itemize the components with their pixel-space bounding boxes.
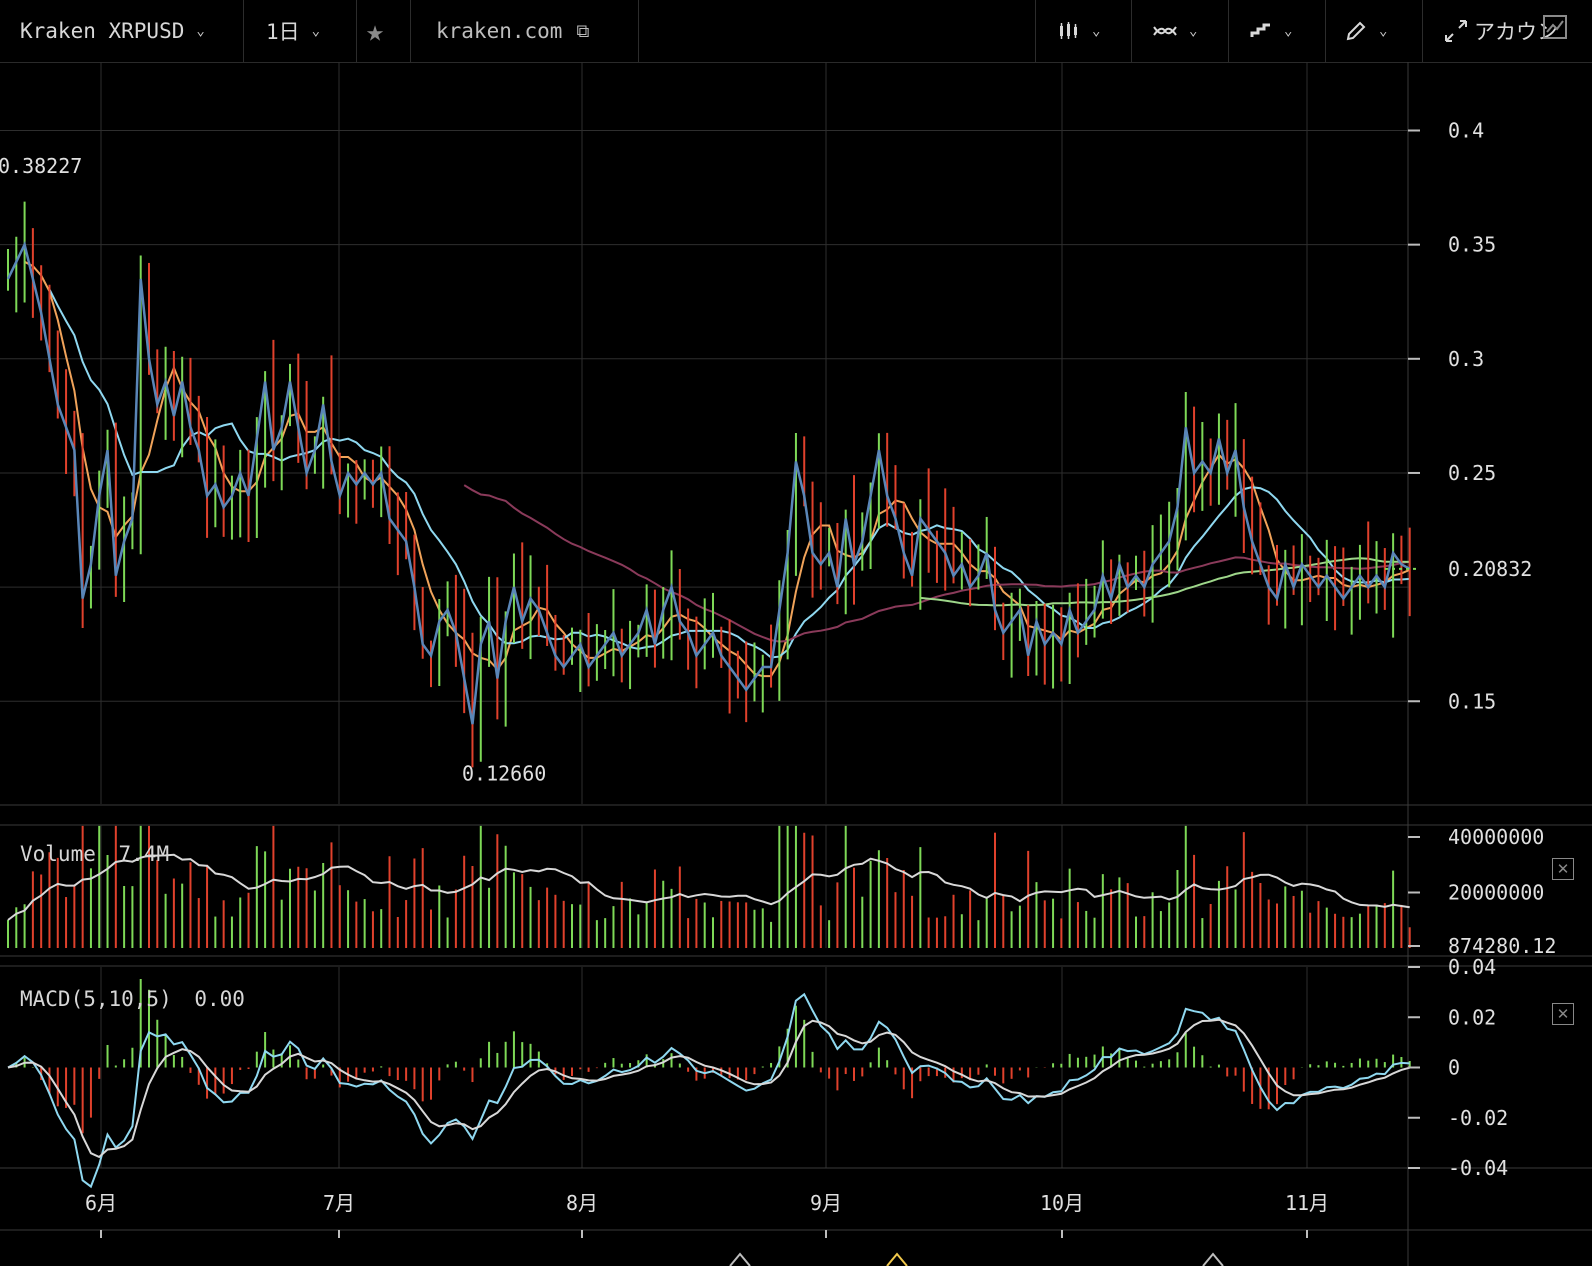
price-tick-label: 0.3	[1448, 347, 1484, 371]
toolbar-divider	[356, 0, 357, 62]
macd-line	[7, 992, 1410, 1189]
source-link[interactable]: kraken.com ⧉	[436, 0, 626, 62]
close-price-line	[6, 240, 1411, 725]
chevron-down-icon: ⌄	[1379, 23, 1388, 39]
macd-title: MACD(5,10,5)	[20, 987, 172, 1011]
line-type-icon	[1250, 23, 1270, 37]
toolbar-divider	[1131, 0, 1132, 62]
interval-label: 1日	[266, 20, 300, 44]
popout-icon: ⧉	[576, 20, 590, 42]
close-macd-pane-icon[interactable]: ✕	[1552, 1003, 1574, 1025]
axes: 0.4 0.35 0.3 0.25 0.15 0.20832 40000000 2000000…	[85, 118, 1556, 1266]
toolbar-divider	[1422, 0, 1423, 62]
chart-type-selector[interactable]: ⌄	[1058, 0, 1128, 62]
time-tick-label: 8月	[566, 1191, 598, 1215]
chart-settings-icon[interactable]	[1542, 0, 1572, 58]
candles-icon	[1060, 22, 1077, 39]
price-tick-label: 0.35	[1448, 233, 1496, 257]
macd-tick-label: 0.04	[1448, 955, 1496, 979]
expand-arrows-icon	[1445, 20, 1467, 42]
price-tick-label: 0.4	[1448, 118, 1484, 142]
time-tick-label: 6月	[85, 1191, 117, 1215]
toolbar-divider	[1035, 0, 1036, 62]
time-tick-label: 7月	[323, 1191, 355, 1215]
toolbar-divider	[1325, 0, 1326, 62]
time-tick-label: 11月	[1285, 1191, 1329, 1215]
price-chart[interactable]: 0.4 0.35 0.3 0.25 0.15 0.20832 40000000 2000000…	[0, 62, 1592, 1266]
event-marker	[729, 1252, 751, 1266]
candles	[7, 201, 1411, 768]
indicator-icon	[1153, 26, 1177, 36]
star-icon[interactable]: ★	[366, 13, 385, 49]
low-price-label: 0.12660	[462, 762, 546, 786]
macd-tick-label: -0.04	[1448, 1156, 1508, 1180]
toolbar-divider	[243, 0, 244, 62]
chart-toolbar: Kraken XRPUSD ⌄ 1日 ⌄ ★ kraken.com ⧉ ⌄ ⌄ …	[0, 0, 1592, 63]
toolbar-divider	[638, 0, 639, 62]
volume-legend: Volume 7.4M	[20, 842, 169, 866]
line-type-selector[interactable]: ⌄	[1250, 0, 1320, 62]
symbol-selector[interactable]: Kraken XRPUSD ⌄	[20, 0, 240, 62]
macd-tick-label: -0.02	[1448, 1106, 1508, 1130]
toolbar-divider	[410, 0, 411, 62]
volume-tick-label: 874280.12	[1448, 934, 1556, 958]
chart-settings-glyph	[1543, 15, 1567, 39]
last-price-label: 0.20832	[1448, 557, 1532, 581]
macd-value: 0.00	[194, 987, 245, 1011]
chevron-down-icon: ⌄	[196, 23, 205, 39]
macd-legend: MACD(5,10,5) 0.00	[20, 987, 245, 1011]
volume-ma-line	[7, 853, 1410, 921]
volume-tick-label: 40000000	[1448, 825, 1544, 849]
close-volume-pane-icon[interactable]: ✕	[1552, 858, 1574, 880]
toolbar-divider	[1228, 0, 1229, 62]
source-label: kraken.com	[436, 19, 563, 43]
macd-signal-line	[7, 1018, 1410, 1159]
chart-labels: 0.38227 0.12660	[0, 154, 546, 786]
chevron-down-icon: ⌄	[1092, 23, 1101, 39]
time-tick-label: 10月	[1040, 1191, 1084, 1215]
close-line	[6, 240, 1411, 725]
drawing-tools[interactable]: ⌄	[1345, 0, 1415, 62]
symbol-label: Kraken XRPUSD	[20, 19, 185, 43]
macd-tick-label: 0	[1448, 1056, 1460, 1080]
volume-title: Volume	[20, 842, 96, 866]
interval-selector[interactable]: 1日 ⌄	[266, 0, 354, 62]
price-tick-label: 0.15	[1448, 689, 1496, 713]
time-tick-label: 9月	[810, 1191, 842, 1215]
chevron-down-icon: ⌄	[311, 23, 321, 39]
macd-pane	[7, 979, 1411, 1189]
high-price-label: 0.38227	[0, 154, 82, 178]
volume-bars	[7, 825, 1411, 948]
chevron-down-icon: ⌄	[1189, 23, 1198, 39]
expand-icon[interactable]	[1444, 0, 1474, 62]
event-marker	[1202, 1252, 1224, 1266]
chevron-down-icon: ⌄	[1284, 23, 1293, 39]
chart-grid	[0, 62, 1592, 1266]
volume-value: 7.4M	[118, 842, 170, 866]
pencil-icon	[1346, 21, 1366, 41]
ma-longest-line	[920, 557, 1410, 607]
volume-tick-label: 20000000	[1448, 881, 1544, 905]
event-marker	[886, 1252, 908, 1266]
price-tick-label: 0.25	[1448, 461, 1496, 485]
indicator-selector[interactable]: ⌄	[1153, 0, 1223, 62]
macd-tick-label: 0.02	[1448, 1005, 1496, 1029]
